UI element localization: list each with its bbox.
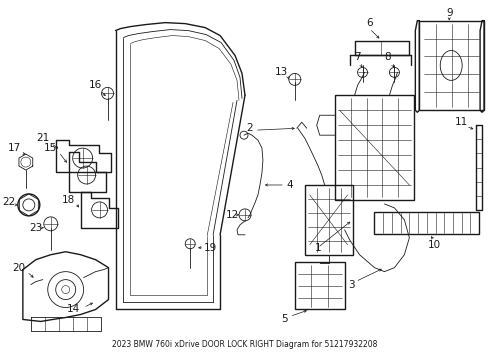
Text: 10: 10 [428,240,441,250]
Text: 2: 2 [246,123,253,133]
Text: 15: 15 [44,143,57,153]
Text: 2023 BMW 760i xDrive DOOR LOCK RIGHT Diagram for 51217932208: 2023 BMW 760i xDrive DOOR LOCK RIGHT Dia… [112,340,378,349]
Text: 6: 6 [366,18,373,28]
Bar [305,185,353,255]
Text: 14: 14 [67,305,80,315]
Text: 16: 16 [89,80,102,90]
Text: 4: 4 [287,180,293,190]
Bar [335,95,415,200]
Text: 9: 9 [446,8,453,18]
Text: 8: 8 [384,53,391,63]
Text: 23: 23 [29,223,43,233]
Bar [295,262,344,310]
Bar [374,212,479,234]
Text: 7: 7 [354,53,361,63]
Text: 11: 11 [455,117,468,127]
Text: 13: 13 [275,67,289,77]
Text: 22: 22 [2,197,16,207]
Text: 18: 18 [62,195,75,205]
Text: 21: 21 [36,133,49,143]
Text: 1: 1 [315,243,321,253]
Text: 19: 19 [203,243,217,253]
Text: 3: 3 [348,280,355,289]
Bar [419,21,484,110]
Text: 17: 17 [8,143,22,153]
Text: 12: 12 [225,210,239,220]
Text: 20: 20 [12,263,25,273]
Text: 5: 5 [282,314,288,324]
